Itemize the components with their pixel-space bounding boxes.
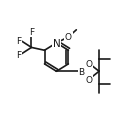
Text: F: F bbox=[29, 28, 34, 37]
Text: O: O bbox=[85, 75, 93, 84]
Text: N: N bbox=[53, 39, 60, 48]
Text: B: B bbox=[78, 67, 85, 76]
Text: F: F bbox=[16, 37, 21, 46]
Text: F: F bbox=[16, 50, 21, 59]
Text: O: O bbox=[85, 59, 93, 68]
Text: O: O bbox=[65, 33, 72, 42]
